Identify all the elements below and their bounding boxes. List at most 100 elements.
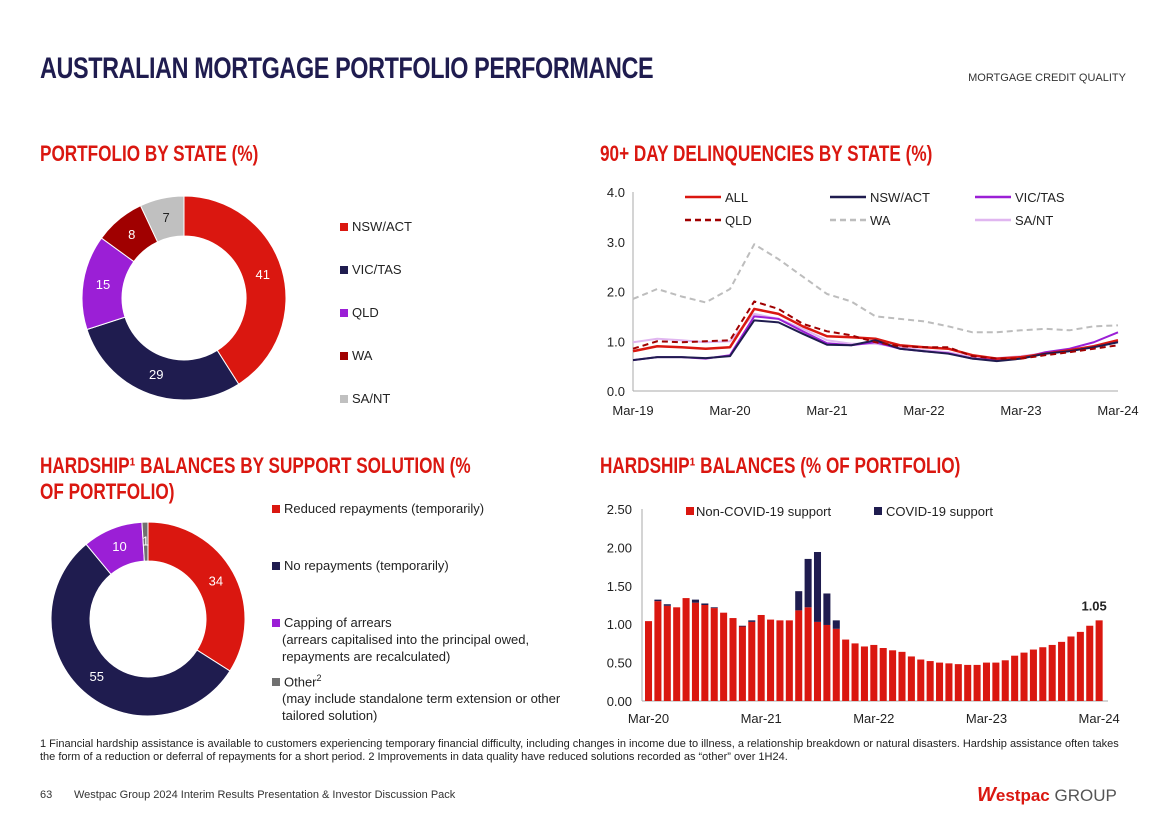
bar-non-covid xyxy=(842,639,850,701)
bar-non-covid xyxy=(785,620,793,701)
slice-label: 29 xyxy=(149,367,163,382)
bar-non-covid xyxy=(654,601,662,701)
bar-covid xyxy=(832,620,840,629)
section-label: MORTGAGE CREDIT QUALITY xyxy=(968,72,1126,84)
legend-item: Other2 (may include standalone term exten… xyxy=(272,670,572,724)
y-tick-label: 2.00 xyxy=(607,540,632,555)
bar-non-covid xyxy=(907,656,915,701)
legend-swatch xyxy=(340,395,348,403)
y-tick-label: 2.50 xyxy=(607,502,632,517)
slice-label: 10 xyxy=(112,539,126,554)
bar-non-covid xyxy=(954,664,962,701)
bar-non-covid xyxy=(645,621,653,701)
legend-swatch xyxy=(874,507,882,515)
bar-non-covid xyxy=(813,621,822,701)
bar-non-covid xyxy=(1095,620,1103,701)
bar-non-covid xyxy=(982,662,990,701)
legend-item: No repayments (temporarily) xyxy=(272,557,572,574)
bar-non-covid xyxy=(879,648,887,701)
legend-item: NSW/ACT xyxy=(340,205,412,248)
portfolio-donut: 41 29 15 8 7 xyxy=(81,195,287,401)
bar-non-covid xyxy=(860,646,868,701)
bar-non-covid xyxy=(1048,644,1056,701)
bar-non-covid xyxy=(917,659,925,701)
y-tick-label: 4.0 xyxy=(607,185,625,200)
legend-swatch xyxy=(340,352,348,360)
donut-slice xyxy=(183,195,287,385)
legend-swatch xyxy=(340,266,348,274)
portfolio-title: PORTFOLIO BY STATE (%) xyxy=(40,141,259,166)
bar-non-covid xyxy=(1001,660,1009,701)
x-tick-label: Mar-22 xyxy=(853,711,894,726)
bar-non-covid xyxy=(720,612,728,701)
x-tick-label: Mar-20 xyxy=(628,711,669,726)
page-number: 63 xyxy=(40,789,53,801)
bar-non-covid xyxy=(757,614,765,701)
bar-non-covid xyxy=(889,650,897,701)
legend-item: WA xyxy=(340,334,412,377)
legend-label: SA/NT xyxy=(1015,213,1053,228)
line-wa xyxy=(632,243,1119,334)
bar-covid xyxy=(663,604,671,606)
hardship-solution-title: HARDSHIP¹ BALANCES BY SUPPORT SOLUTION (… xyxy=(40,453,471,504)
bar-non-covid xyxy=(992,662,1000,701)
y-tick-label: 2.0 xyxy=(607,285,625,300)
bar-non-covid xyxy=(1076,631,1084,701)
x-tick-label: Mar-23 xyxy=(1000,403,1041,418)
slice-label: 15 xyxy=(96,277,110,292)
bar-covid xyxy=(813,552,822,622)
legend-label: WA xyxy=(870,213,891,228)
bar-non-covid xyxy=(964,664,972,701)
bar-non-covid xyxy=(804,607,812,701)
y-tick-label: 1.0 xyxy=(607,334,625,349)
westpac-logo: Westpac GROUP xyxy=(977,784,1117,806)
page-title: AUSTRALIAN MORTGAGE PORTFOLIO PERFORMANC… xyxy=(40,52,654,85)
donut-slice xyxy=(50,543,231,717)
line-qld xyxy=(632,300,1119,360)
bar-non-covid xyxy=(1029,649,1037,701)
slice-label: 1 xyxy=(142,534,149,549)
legend-label: Non-COVID-19 support xyxy=(696,504,831,519)
legend-item: Reduced repayments (temporarily) xyxy=(272,500,572,517)
hardship-solution-donut: 34 55 10 1 xyxy=(50,521,246,717)
hardship-balance-title: HARDSHIP¹ BALANCES (% OF PORTFOLIO) xyxy=(600,453,961,478)
legend-item: QLD xyxy=(340,291,412,334)
x-tick-label: Mar-20 xyxy=(709,403,750,418)
x-tick-label: Mar-24 xyxy=(1097,403,1138,418)
bar-non-covid xyxy=(767,619,775,701)
portfolio-legend: NSW/ACT VIC/TAS QLD WA SA/NT xyxy=(340,205,412,420)
legend-swatch xyxy=(340,223,348,231)
legend-item: Capping of arrears (arrears capitalised i… xyxy=(272,614,572,665)
bar-non-covid xyxy=(936,662,944,701)
legend-label: NSW/ACT xyxy=(870,190,930,205)
bar-non-covid xyxy=(776,620,784,701)
legend-label: COVID-19 support xyxy=(886,504,993,519)
x-tick-label: Mar-24 xyxy=(1079,711,1120,726)
x-tick-label: Mar-19 xyxy=(612,403,653,418)
footnote: 1 Financial hardship assistance is avail… xyxy=(40,738,1119,763)
bar-non-covid xyxy=(1020,652,1028,701)
y-tick-label: 0.0 xyxy=(607,384,625,399)
x-tick-label: Mar-21 xyxy=(806,403,847,418)
legend-label: VIC/TAS xyxy=(1015,190,1065,205)
bar-non-covid xyxy=(945,663,953,701)
bar-non-covid xyxy=(973,664,981,701)
bar-non-covid xyxy=(1011,655,1019,701)
bar-covid xyxy=(823,593,831,625)
bar-non-covid xyxy=(1039,647,1047,701)
bar-non-covid xyxy=(1058,641,1066,701)
bar-covid xyxy=(654,599,662,602)
bar-covid xyxy=(748,620,756,622)
bar-non-covid xyxy=(851,643,859,701)
donut-slice xyxy=(141,521,149,562)
y-tick-label: 0.50 xyxy=(607,656,632,671)
legend-swatch xyxy=(340,309,348,317)
slice-label: 7 xyxy=(162,210,169,225)
legend-item: VIC/TAS xyxy=(340,248,412,291)
x-tick-label: Mar-21 xyxy=(741,711,782,726)
delinquency-line-chart: 0.0 1.0 2.0 3.0 4.0 Mar-19 Mar-20 Mar-21 Mar-22 M… xyxy=(607,185,1139,418)
data-label: 1.05 xyxy=(1081,598,1106,613)
bar-non-covid xyxy=(898,651,906,701)
hardship-solution-legend: Reduced repayments (temporarily) No repa… xyxy=(272,500,572,724)
